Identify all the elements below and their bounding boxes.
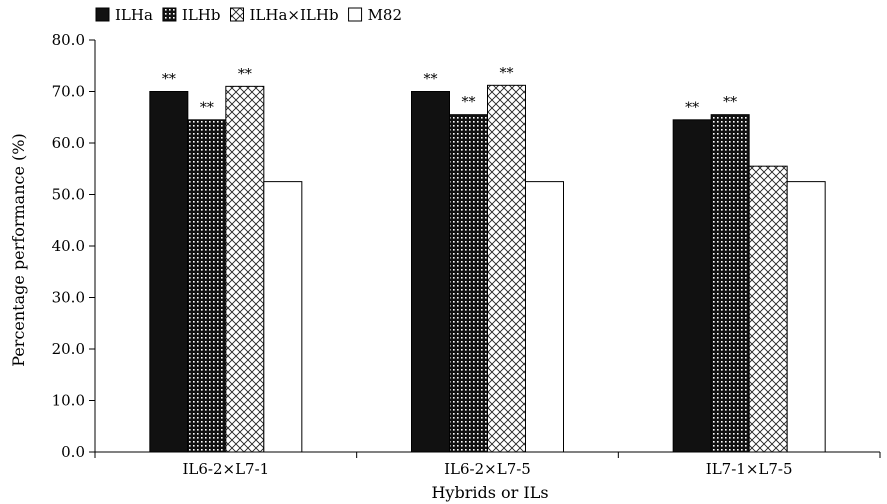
- bar-ilhb-2: [449, 114, 488, 453]
- bar-ilha-3: [672, 119, 712, 453]
- bar-m82-1: [263, 181, 303, 453]
- bar-ilha-1: [149, 91, 189, 453]
- significance-label: **: [685, 100, 699, 116]
- bar-ilha-ilhb-1: [225, 85, 265, 453]
- x-tick-label: IL7-1×L7-5: [706, 460, 793, 478]
- legend-swatch: [162, 7, 177, 22]
- legend-label: ILHa×ILHb: [250, 6, 339, 24]
- significance-label: **: [462, 95, 476, 111]
- significance-label: **: [162, 72, 176, 88]
- legend-label: ILHa: [115, 6, 153, 24]
- significance-label: **: [500, 65, 514, 81]
- y-tick-label: 80.0: [52, 31, 85, 49]
- y-tick-label: 30.0: [52, 289, 85, 307]
- y-tick-label: 50.0: [52, 186, 85, 204]
- x-tick-label: IL6-2×L7-5: [444, 460, 531, 478]
- x-tick-label: IL6-2×L7-1: [182, 460, 269, 478]
- bar-m82-3: [786, 181, 826, 453]
- legend-swatch: [230, 7, 244, 22]
- bar-m82-2: [525, 181, 564, 453]
- significance-label: **: [238, 66, 252, 82]
- y-tick-label: 10.0: [52, 392, 85, 410]
- y-axis-title: Percentage performance (%): [9, 133, 28, 366]
- legend-label: M82: [368, 6, 402, 24]
- bar-ilhb-1: [187, 119, 227, 453]
- significance-label: **: [424, 72, 438, 88]
- y-tick-label: 60.0: [52, 134, 85, 152]
- legend: ILHa ILHb ILHa×ILHb M82: [95, 6, 402, 24]
- y-tick-label: 20.0: [52, 340, 85, 358]
- significance-label: **: [723, 95, 737, 111]
- bar-ilha-2: [411, 91, 450, 453]
- bars: ** ** ** ** ** ** ** **: [149, 65, 826, 453]
- legend-swatch: [95, 7, 110, 22]
- bar-ilha-ilhb-2: [487, 84, 526, 453]
- significance-label: **: [200, 100, 214, 116]
- x-axis-title: Hybrids or ILs: [431, 483, 548, 502]
- y-tick-label: 70.0: [52, 83, 85, 101]
- y-tick-label: 0.0: [61, 443, 85, 461]
- legend-label: ILHb: [182, 6, 221, 24]
- axes: 0.0 10.0 20.0 30.0 40.0 50.0 60.0 70.0 80.0 IL6-2…: [52, 31, 881, 478]
- bar-ilhb-3: [710, 114, 750, 453]
- bar-ilha-ilhb-3: [748, 165, 788, 453]
- legend-swatch: [348, 7, 363, 22]
- y-tick-label: 40.0: [52, 237, 85, 255]
